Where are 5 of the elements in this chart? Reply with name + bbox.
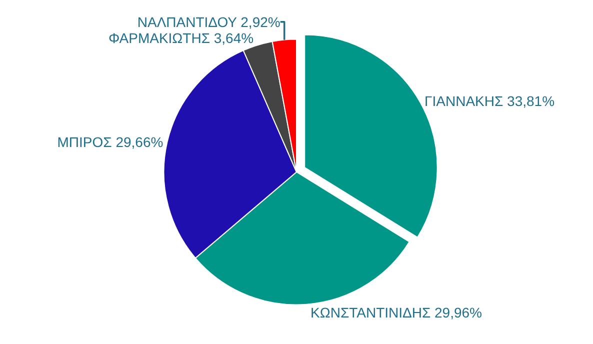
slice-label: ΚΩΝΣΤΑΝΤΙΝΙΔΗΣ 29,96%: [310, 304, 482, 320]
slice-label: ΜΠΙΡΟΣ 29,66%: [57, 134, 164, 150]
slice-label: ΝΑΛΠΑΝΤΙΔΟΥ 2,92%: [137, 14, 280, 30]
slice-label: ΦΑΡΜΑΚΙΩΤΗΣ 3,64%: [108, 30, 254, 46]
slice-label: ΓΙΑΝΝΑΚΗΣ 33,81%: [424, 92, 555, 109]
